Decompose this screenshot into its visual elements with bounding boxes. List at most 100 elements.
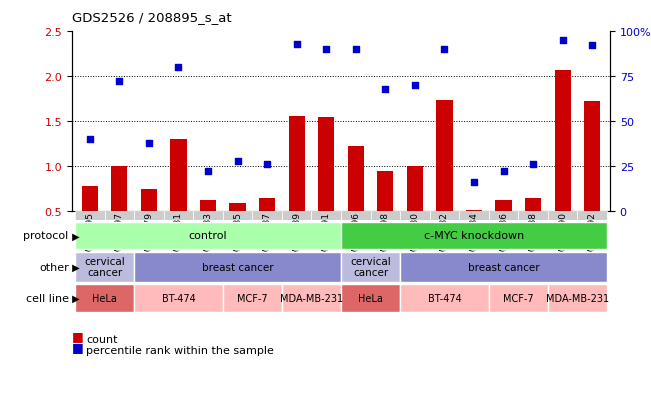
- Bar: [518, 211, 548, 221]
- Point: [173, 64, 184, 71]
- Bar: [193, 211, 223, 221]
- Bar: [370, 211, 400, 221]
- Bar: [436, 101, 452, 211]
- Bar: [548, 285, 607, 312]
- Text: count: count: [87, 334, 118, 344]
- Text: GSM136091: GSM136091: [322, 212, 331, 267]
- Point: [292, 41, 302, 48]
- Bar: [407, 166, 423, 211]
- Bar: [430, 211, 459, 221]
- Text: cell line: cell line: [26, 293, 69, 303]
- Text: GSM136081: GSM136081: [174, 212, 183, 267]
- Bar: [489, 211, 518, 221]
- Point: [409, 83, 420, 89]
- Bar: [105, 211, 134, 221]
- Bar: [377, 171, 393, 211]
- Bar: [341, 211, 370, 221]
- Text: ■: ■: [72, 329, 84, 342]
- Point: [114, 79, 124, 85]
- Point: [557, 38, 568, 44]
- Bar: [75, 252, 134, 282]
- Text: ▶: ▶: [70, 262, 80, 272]
- Text: GSM136090: GSM136090: [558, 212, 567, 267]
- Bar: [341, 285, 400, 312]
- Bar: [548, 211, 577, 221]
- Point: [528, 161, 538, 168]
- Point: [380, 86, 391, 93]
- Bar: [134, 252, 341, 282]
- Text: ▶: ▶: [70, 293, 80, 303]
- Point: [85, 136, 95, 143]
- Text: GSM136097: GSM136097: [115, 212, 124, 267]
- Text: MCF-7: MCF-7: [503, 293, 534, 303]
- Text: GSM136079: GSM136079: [145, 212, 154, 267]
- Bar: [288, 116, 305, 211]
- Bar: [200, 201, 216, 211]
- Text: GSM136086: GSM136086: [499, 212, 508, 267]
- Point: [587, 43, 598, 50]
- Bar: [400, 285, 489, 312]
- Text: GSM136080: GSM136080: [410, 212, 419, 267]
- Bar: [555, 71, 571, 211]
- Text: cervical
cancer: cervical cancer: [350, 256, 391, 278]
- Bar: [318, 117, 335, 211]
- Bar: [253, 211, 282, 221]
- Text: ■: ■: [72, 340, 84, 353]
- Text: other: other: [39, 262, 69, 272]
- Bar: [75, 222, 341, 249]
- Bar: [141, 189, 157, 211]
- Bar: [577, 211, 607, 221]
- Bar: [134, 285, 223, 312]
- Bar: [163, 211, 193, 221]
- Text: protocol: protocol: [23, 231, 69, 241]
- Text: BT-474: BT-474: [161, 293, 195, 303]
- Bar: [495, 201, 512, 211]
- Bar: [171, 140, 187, 211]
- Bar: [400, 252, 607, 282]
- Bar: [341, 252, 400, 282]
- Text: breast cancer: breast cancer: [468, 262, 540, 272]
- Bar: [341, 222, 607, 249]
- Text: GSM136098: GSM136098: [381, 212, 390, 267]
- Bar: [111, 166, 128, 211]
- Bar: [75, 211, 105, 221]
- Text: control: control: [189, 231, 227, 241]
- Bar: [584, 102, 600, 211]
- Text: HeLa: HeLa: [92, 293, 117, 303]
- Text: MDA-MB-231: MDA-MB-231: [280, 293, 343, 303]
- Bar: [75, 285, 134, 312]
- Text: GSM136083: GSM136083: [204, 212, 212, 267]
- Text: GSM136092: GSM136092: [588, 212, 597, 267]
- Bar: [282, 211, 311, 221]
- Bar: [525, 199, 541, 211]
- Point: [351, 47, 361, 53]
- Text: GDS2526 / 208895_s_at: GDS2526 / 208895_s_at: [72, 11, 232, 24]
- Point: [499, 169, 509, 175]
- Text: GSM136084: GSM136084: [469, 212, 478, 267]
- Point: [321, 47, 331, 53]
- Text: HeLa: HeLa: [358, 293, 383, 303]
- Text: GSM136095: GSM136095: [85, 212, 94, 267]
- Bar: [223, 211, 253, 221]
- Text: BT-474: BT-474: [428, 293, 462, 303]
- Text: GSM136082: GSM136082: [440, 212, 449, 267]
- Text: percentile rank within the sample: percentile rank within the sample: [87, 345, 274, 355]
- Bar: [134, 211, 163, 221]
- Text: breast cancer: breast cancer: [202, 262, 273, 272]
- Text: MDA-MB-231: MDA-MB-231: [546, 293, 609, 303]
- Bar: [229, 204, 245, 211]
- Bar: [282, 285, 341, 312]
- Point: [144, 140, 154, 147]
- Text: GSM136088: GSM136088: [529, 212, 538, 267]
- Text: GSM136089: GSM136089: [292, 212, 301, 267]
- Bar: [348, 147, 364, 211]
- Text: cervical
cancer: cervical cancer: [84, 256, 125, 278]
- Text: c-MYC knockdown: c-MYC knockdown: [424, 231, 524, 241]
- Point: [439, 47, 450, 53]
- Text: GSM136087: GSM136087: [262, 212, 271, 267]
- Point: [202, 169, 213, 175]
- Bar: [311, 211, 341, 221]
- Point: [232, 158, 243, 164]
- Point: [262, 161, 272, 168]
- Point: [469, 180, 479, 186]
